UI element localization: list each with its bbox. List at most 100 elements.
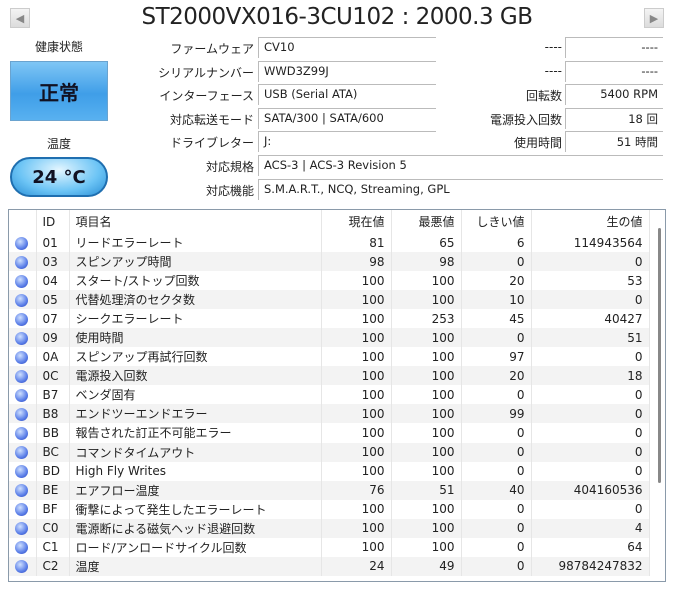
- cell: C0: [36, 518, 70, 538]
- table-row[interactable]: 0A スピンアップ再試行回数 100 100 97 0: [9, 347, 650, 367]
- temperature-button[interactable]: 24 °C: [10, 157, 108, 197]
- info-right-label: 使用時間: [513, 136, 562, 150]
- cell: 報告された訂正不可能エラー: [69, 423, 322, 443]
- cell: 24: [321, 556, 392, 576]
- cell: 0: [531, 347, 650, 367]
- cell: 53: [531, 271, 650, 291]
- cell: コマンドタイムアウト: [69, 442, 322, 462]
- cell: 100: [321, 423, 392, 443]
- cell: 衝撃によって発生したエラーレート: [69, 499, 322, 519]
- cell: 0: [531, 290, 650, 310]
- cell: 404160536: [531, 480, 650, 500]
- cell: 45: [461, 309, 532, 329]
- cell: 100: [391, 404, 462, 424]
- column-header[interactable]: ID: [36, 210, 70, 233]
- cell: BF: [36, 499, 70, 519]
- info-value: WWD3Z99J: [258, 61, 436, 82]
- cell: 100: [391, 499, 462, 519]
- disk-title: ST2000VX016-3CU102 : 2000.3 GB: [141, 4, 533, 30]
- cell: 65: [391, 233, 462, 253]
- cell: 温度: [69, 556, 322, 576]
- table-row[interactable]: 09 使用時間 100 100 0 51: [9, 328, 650, 348]
- table-row[interactable]: BB 報告された訂正不可能エラー 100 100 0 0: [9, 423, 650, 443]
- cell: 100: [321, 290, 392, 310]
- info-label: シリアルナンバー: [158, 66, 254, 80]
- table-row[interactable]: B8 エンドツーエンドエラー 100 100 99 0: [9, 404, 650, 424]
- next-disk-button[interactable]: ▶: [644, 8, 664, 28]
- cell: 114943564: [531, 233, 650, 253]
- table-row[interactable]: 0C 電源投入回数 100 100 20 18: [9, 366, 650, 386]
- cell: 電源断による磁気ヘッド退避回数: [69, 518, 322, 538]
- health-status-button[interactable]: 正常: [10, 61, 108, 121]
- cell: 0: [531, 461, 650, 481]
- cell: 100: [391, 366, 462, 386]
- info-wide-value: S.M.A.R.T., NCQ, Streaming, GPL: [258, 179, 663, 200]
- cell: 100: [321, 518, 392, 538]
- cell: 100: [391, 423, 462, 443]
- cell: 51: [531, 328, 650, 348]
- cell: BD: [36, 461, 70, 481]
- table-row[interactable]: BE エアフロー温度 76 51 40 404160536: [9, 480, 650, 500]
- table-row[interactable]: 05 代替処理済のセクタ数 100 100 10 0: [9, 290, 650, 310]
- cell: スピンアップ時間: [69, 252, 322, 272]
- cell: 100: [391, 385, 462, 405]
- cell: 100: [391, 537, 462, 557]
- table-row[interactable]: B7 ベンダ固有 100 100 0 0: [9, 385, 650, 405]
- cell: 6: [461, 233, 532, 253]
- previous-disk-button[interactable]: ◀: [10, 8, 30, 28]
- column-header[interactable]: 現在値: [321, 210, 392, 233]
- column-header[interactable]: 生の値: [531, 210, 650, 233]
- smart-attributes-list[interactable]: ID 項目名 現在値 最悪値 しきい値 生の値 01 リードエラーレート 81 65 6 11494…: [8, 209, 666, 582]
- cell: 10: [461, 290, 532, 310]
- status-dot-icon: [15, 541, 28, 555]
- cell: エンドツーエンドエラー: [69, 404, 322, 424]
- column-header[interactable]: しきい値: [461, 210, 532, 233]
- cell: 100: [321, 442, 392, 462]
- status-dot-icon: [15, 312, 28, 326]
- cell: 4: [531, 518, 650, 538]
- cell: 0: [531, 385, 650, 405]
- cell: 07: [36, 309, 70, 329]
- table-row[interactable]: 07 シークエラーレート 100 253 45 40427: [9, 309, 650, 329]
- cell: 0: [461, 252, 532, 272]
- scrollbar[interactable]: [658, 228, 661, 483]
- cell: 64: [531, 537, 650, 557]
- table-row[interactable]: BD High Fly Writes 100 100 0 0: [9, 461, 650, 481]
- cell: ベンダ固有: [69, 385, 322, 405]
- cell: 100: [391, 442, 462, 462]
- table-row[interactable]: C2 温度 24 49 0 98784247832: [9, 556, 650, 576]
- cell: 100: [391, 290, 462, 310]
- info-right-label: 回転数: [525, 89, 562, 103]
- cell: 100: [321, 385, 392, 405]
- table-row[interactable]: 01 リードエラーレート 81 65 6 114943564: [9, 233, 650, 253]
- column-header[interactable]: 項目名: [69, 210, 322, 233]
- status-dot-icon: [15, 331, 28, 345]
- cell: 97: [461, 347, 532, 367]
- info-wide-label: 対応機能: [205, 184, 254, 198]
- cell: 253: [391, 309, 462, 329]
- table-row[interactable]: 04 スタート/ストップ回数 100 100 20 53: [9, 271, 650, 291]
- cell: 代替処理済のセクタ数: [69, 290, 322, 310]
- cell: 18: [531, 366, 650, 386]
- cell: High Fly Writes: [69, 461, 322, 481]
- cell: C2: [36, 556, 70, 576]
- status-dot-icon: [15, 522, 28, 536]
- table-row[interactable]: 03 スピンアップ時間 98 98 0 0: [9, 252, 650, 272]
- cell: 99: [461, 404, 532, 424]
- table-row[interactable]: C1 ロード/アンロードサイクル回数 100 100 0 64: [9, 537, 650, 557]
- status-dot-icon: [15, 236, 28, 250]
- info-right-value: ----: [565, 61, 663, 82]
- column-header[interactable]: [9, 210, 37, 233]
- status-dot-icon: [15, 274, 28, 288]
- column-header[interactable]: 最悪値: [391, 210, 462, 233]
- cell: 0: [461, 385, 532, 405]
- status-dot-icon: [15, 369, 28, 383]
- table-row[interactable]: BC コマンドタイムアウト 100 100 0 0: [9, 442, 650, 462]
- cell: 0: [461, 442, 532, 462]
- table-row[interactable]: BF 衝撃によって発生したエラーレート 100 100 0 0: [9, 499, 650, 519]
- table-row[interactable]: C0 電源断による磁気ヘッド退避回数 100 100 0 4: [9, 518, 650, 538]
- cell: 電源投入回数: [69, 366, 322, 386]
- cell: 03: [36, 252, 70, 272]
- info-label: ドライブレター: [169, 136, 254, 150]
- status-dot-icon: [15, 255, 28, 269]
